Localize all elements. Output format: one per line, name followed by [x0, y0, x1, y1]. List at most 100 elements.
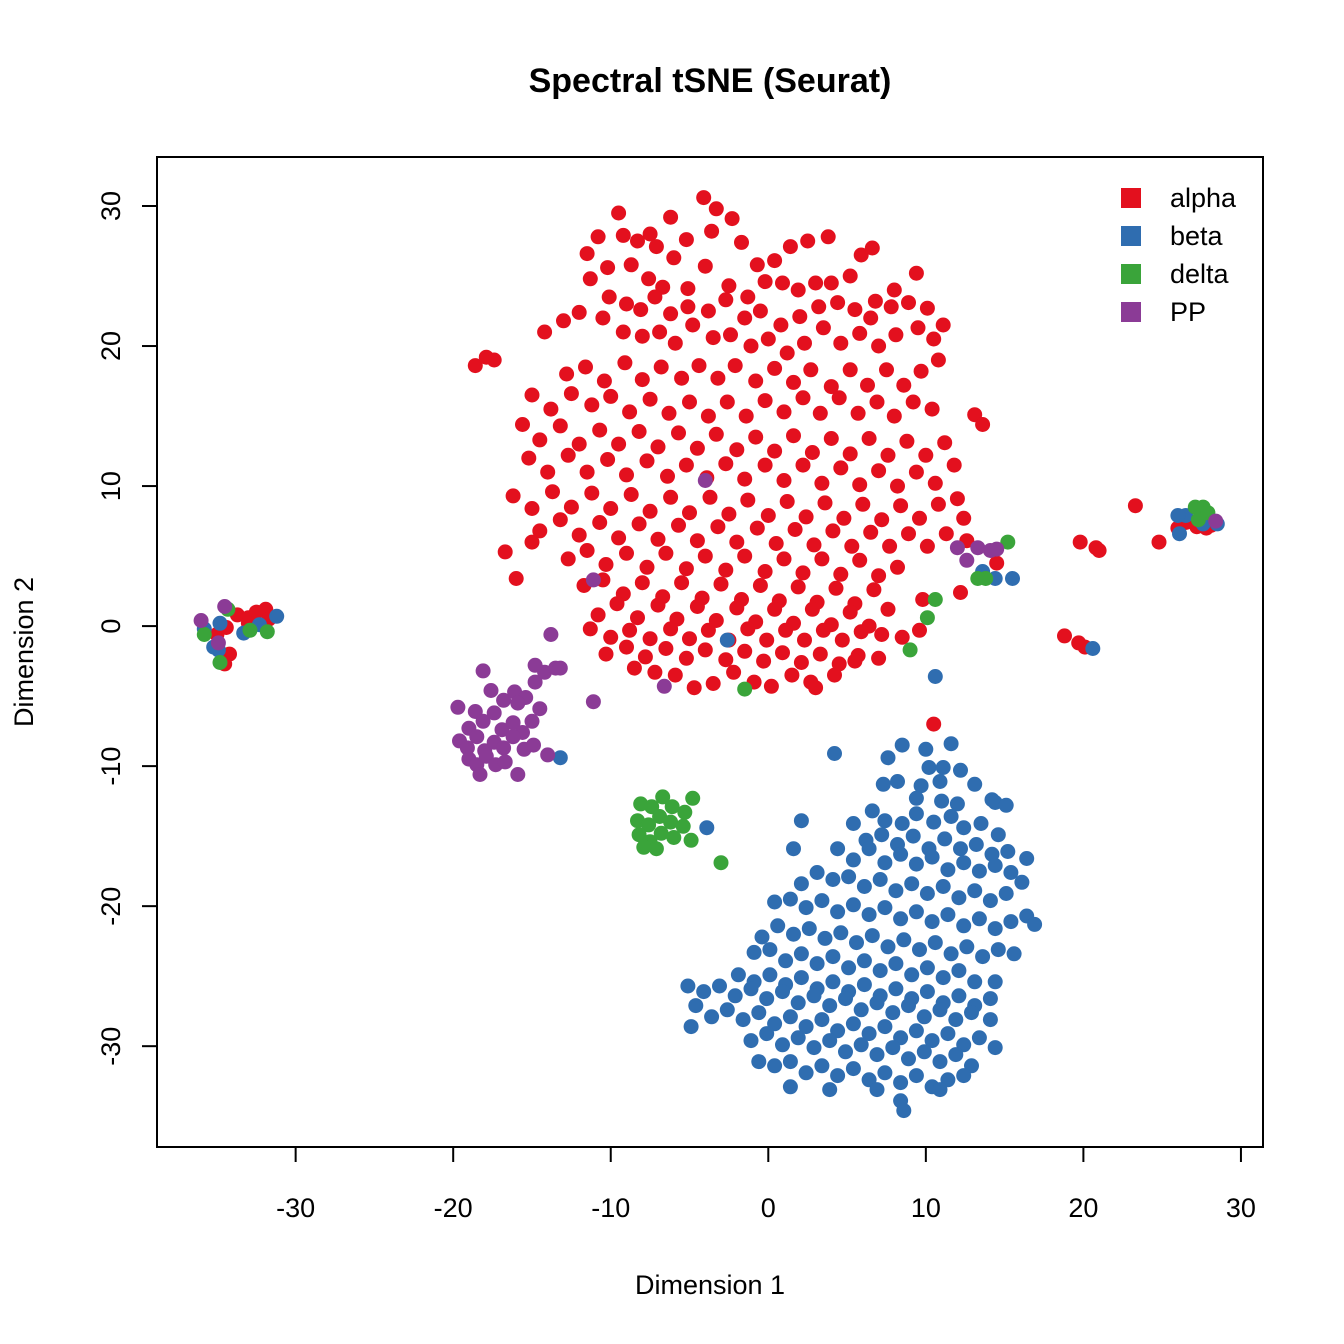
point-beta-17 — [934, 793, 950, 809]
point-alpha-13 — [734, 234, 749, 250]
point-beta-39 — [1000, 844, 1016, 859]
point-alpha-62 — [571, 304, 587, 320]
point-alpha-288 — [740, 621, 756, 637]
point-beta-19 — [908, 790, 924, 806]
point-beta-16 — [998, 797, 1014, 813]
point-alpha-245 — [508, 571, 524, 586]
legend-label-beta: beta — [1170, 221, 1224, 251]
point-alpha-121 — [812, 405, 828, 421]
point-alpha-105 — [930, 352, 946, 368]
point-alpha-255 — [752, 578, 768, 593]
point-alpha-197 — [912, 510, 927, 526]
point-alpha-131 — [532, 432, 548, 448]
point-alpha-152 — [937, 435, 953, 451]
point-alpha-25 — [641, 271, 657, 287]
point-beta-0 — [927, 669, 943, 684]
point-alpha-85 — [559, 366, 575, 382]
point-beta-177 — [683, 1019, 699, 1035]
point-beta-118 — [951, 963, 967, 979]
point-pp-47 — [989, 541, 1005, 557]
point-beta-102 — [990, 942, 1006, 958]
point-beta-141 — [727, 988, 743, 1004]
point-beta-200 — [845, 1061, 861, 1077]
point-beta-20 — [864, 803, 880, 819]
point-alpha-147 — [842, 446, 858, 462]
point-beta-66 — [982, 893, 998, 909]
point-alpha-68 — [685, 317, 701, 333]
point-alpha-195 — [874, 512, 890, 528]
point-beta-140 — [712, 978, 727, 994]
point-alpha-279 — [880, 601, 896, 617]
point-alpha-208 — [671, 517, 686, 533]
point-alpha-296 — [894, 629, 910, 645]
point-alpha-213 — [768, 536, 784, 551]
point-alpha-184 — [663, 489, 679, 505]
point-alpha-43 — [647, 289, 663, 305]
point-delta-17 — [685, 790, 701, 806]
y-tick-label-0: -30 — [96, 1027, 126, 1066]
point-alpha-118 — [757, 393, 773, 409]
point-alpha-228 — [598, 557, 614, 572]
point-alpha-233 — [697, 548, 713, 564]
point-alpha-52 — [811, 299, 827, 315]
point-alpha-49 — [752, 303, 768, 319]
point-alpha-65 — [634, 328, 650, 344]
point-alpha-227 — [579, 543, 595, 558]
point-alpha-160 — [660, 468, 675, 484]
point-alpha-6 — [590, 229, 606, 245]
point-alpha-265 — [609, 596, 625, 612]
point-alpha-169 — [833, 460, 849, 476]
point-pp-2 — [496, 692, 512, 708]
point-beta-57 — [841, 869, 857, 885]
point-beta-112 — [856, 953, 872, 969]
y-tick-label-3: 0 — [96, 619, 126, 634]
point-alpha-37 — [867, 293, 883, 309]
point-alpha-158 — [619, 467, 634, 483]
legend-swatch-pp — [1121, 302, 1141, 322]
point-beta-117 — [935, 970, 951, 986]
point-alpha-55 — [863, 310, 879, 326]
point-alpha-35 — [823, 275, 839, 291]
point-alpha-114 — [682, 394, 697, 410]
point-alpha-330 — [1072, 534, 1088, 550]
point-beta-209 — [822, 1082, 838, 1098]
point-pp-40 — [585, 572, 601, 588]
point-alpha-211 — [729, 534, 745, 550]
point-alpha-88 — [617, 355, 633, 371]
point-beta-132 — [919, 984, 935, 1000]
point-beta-64 — [951, 890, 967, 906]
point-alpha-230 — [639, 559, 655, 575]
point-alpha-172 — [890, 478, 905, 494]
point-alpha-157 — [600, 452, 616, 467]
point-beta-172 — [908, 1023, 924, 1039]
point-beta-152 — [901, 998, 916, 1014]
point-pp-37 — [552, 660, 568, 676]
point-beta-75 — [845, 897, 861, 913]
point-alpha-210 — [710, 519, 726, 535]
x-tick-label-6: 30 — [1226, 1193, 1256, 1223]
point-delta-8 — [663, 814, 679, 830]
point-beta-115 — [904, 967, 920, 983]
point-alpha-226 — [560, 551, 576, 567]
point-beta-9 — [875, 776, 891, 792]
point-alpha-309 — [812, 646, 828, 662]
point-alpha-332 — [1088, 540, 1104, 556]
point-pp-41 — [697, 473, 713, 488]
point-alpha-87 — [596, 373, 612, 389]
point-alpha-166 — [776, 473, 792, 488]
point-alpha-215 — [806, 537, 822, 553]
point-alpha-120 — [795, 390, 811, 406]
point-alpha-84 — [486, 352, 502, 368]
point-alpha-281 — [603, 629, 619, 645]
point-alpha-9 — [648, 239, 664, 255]
point-alpha-15 — [767, 253, 783, 269]
point-alpha-77 — [852, 325, 868, 341]
point-alpha-301 — [658, 641, 674, 656]
point-alpha-263 — [953, 585, 968, 600]
point-alpha-98 — [803, 362, 819, 378]
point-alpha-151 — [918, 447, 934, 463]
point-beta-52 — [1003, 865, 1019, 880]
y-tick-label-4: 10 — [96, 471, 126, 501]
point-beta-49 — [956, 855, 972, 871]
point-alpha-234 — [718, 562, 734, 578]
